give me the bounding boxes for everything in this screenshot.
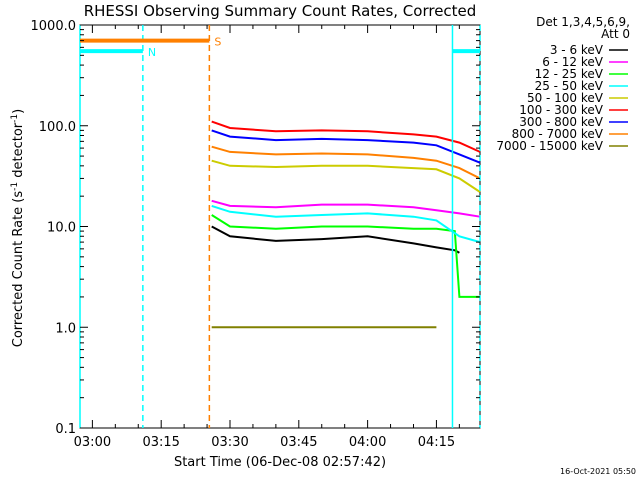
chart-title: RHESSI Observing Summary Count Rates, Co… xyxy=(84,2,477,20)
marker-layer: NS xyxy=(79,25,481,428)
legend-header-line-1: Det 1,3,4,5,6,9, xyxy=(536,15,630,29)
legend-label-100-300-kev: 100 - 300 keV xyxy=(519,103,603,117)
series-line-800-7000-kev xyxy=(211,145,481,180)
plot-frame xyxy=(79,24,481,429)
series-line-300-800-kev xyxy=(211,129,481,164)
legend-label-7000-15000-kev: 7000 - 15000 keV xyxy=(496,139,603,153)
flag-label-s: S xyxy=(214,36,221,49)
y-axis-label-mid: detector xyxy=(11,122,26,182)
x-tick-label: 03:45 xyxy=(280,435,317,450)
footer-timestamp: 16-Oct-2021 05:50 xyxy=(560,467,636,476)
y-tick-label: 1000.0 xyxy=(31,19,77,34)
legend-label-50-100-kev: 50 - 100 keV xyxy=(527,91,604,105)
series-layer xyxy=(211,120,481,329)
series-line-3-6-kev xyxy=(211,225,460,254)
legend-label-800-7000-kev: 800 - 7000 keV xyxy=(512,127,604,141)
series-line-12-25-kev xyxy=(211,214,480,298)
tick-layer: 1000.0 100.0 10.0 1.0 0.103:00 03:15 03:30 03:4… xyxy=(31,19,480,450)
x-tick-label: 03:30 xyxy=(211,435,248,450)
x-tick-label: 04:15 xyxy=(418,435,455,450)
x-tick-label: 03:00 xyxy=(74,435,111,450)
series-line-50-100-kev xyxy=(211,159,481,193)
y-axis-label-sup2: -1 xyxy=(10,114,20,123)
legend-label-6-12-kev: 6 - 12 keV xyxy=(542,55,604,69)
y-axis-label: Corrected Count Rate (s-1 detector-1) xyxy=(10,109,26,347)
y-axis-label-main: Corrected Count Rate (s xyxy=(11,191,26,348)
flag-label-n: N xyxy=(148,46,156,59)
legend-header-line-2: Att 0 xyxy=(601,27,630,41)
y-axis-label-sup: -1 xyxy=(10,182,20,191)
x-axis-label: Start Time (06-Dec-08 02:57:42) xyxy=(174,455,386,470)
legend-label-3-6-kev: 3 - 6 keV xyxy=(550,43,604,57)
y-axis-label-end: ) xyxy=(11,109,26,114)
y-tick-label: 100.0 xyxy=(39,120,76,135)
legend-label-12-25-kev: 12 - 25 keV xyxy=(535,67,604,81)
legend-label-25-50-kev: 25 - 50 keV xyxy=(535,79,604,93)
y-tick-label: 1.0 xyxy=(55,321,76,336)
y-tick-label: 10.0 xyxy=(47,221,76,236)
x-tick-label: 03:15 xyxy=(142,435,179,450)
plot-area xyxy=(79,24,481,429)
y-tick-label: 0.1 xyxy=(55,422,76,437)
legend-label-300-800-kev: 300 - 800 keV xyxy=(519,115,603,129)
x-tick-label: 04:00 xyxy=(349,435,386,450)
